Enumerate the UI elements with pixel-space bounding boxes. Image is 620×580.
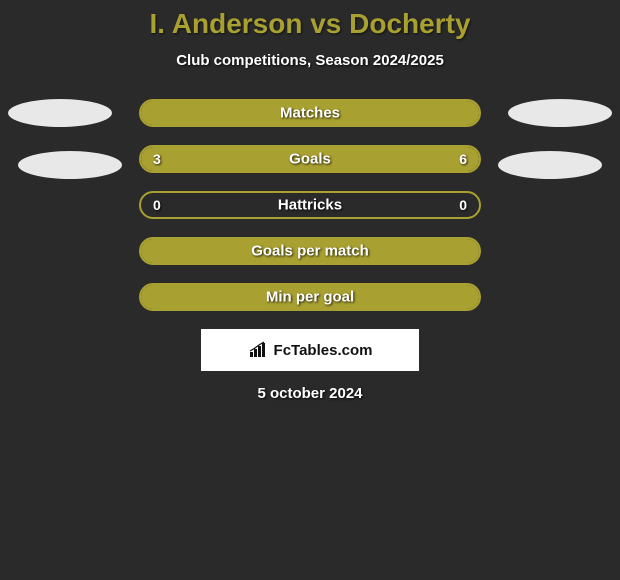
stat-row: 00Hattricks — [139, 191, 481, 219]
player-ellipse — [498, 151, 602, 179]
stat-row: Matches — [139, 99, 481, 127]
brand-box: FcTables.com — [201, 329, 419, 371]
stat-label: Min per goal — [141, 289, 479, 306]
stat-label: Goals — [141, 151, 479, 168]
page-subtitle: Club competitions, Season 2024/2025 — [0, 52, 620, 69]
stat-label: Matches — [141, 105, 479, 122]
stat-row: Min per goal — [139, 283, 481, 311]
brand-text: FcTables.com — [274, 342, 373, 359]
brand-chart-icon — [248, 341, 270, 359]
page-title: I. Anderson vs Docherty — [0, 8, 620, 40]
player-ellipse — [508, 99, 612, 127]
player-ellipse — [8, 99, 112, 127]
player-ellipse — [18, 151, 122, 179]
date-label: 5 october 2024 — [0, 385, 620, 402]
stat-row: 36Goals — [139, 145, 481, 173]
stats-area: Matches 36Goals 00Hattricks Goals per match… — [0, 99, 620, 311]
comparison-panel: I. Anderson vs Docherty Club competition… — [0, 0, 620, 402]
stat-row: Goals per match — [139, 237, 481, 265]
stat-label: Goals per match — [141, 243, 479, 260]
stat-label: Hattricks — [141, 197, 479, 214]
